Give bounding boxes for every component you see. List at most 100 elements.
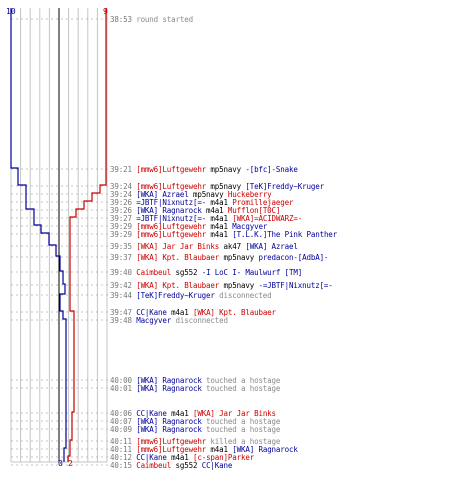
log-time: 39:44 [110,291,132,300]
log-player-name: predacon-[AdbA]- [258,253,329,262]
log-player-name: [mmw6]Luftgewehr [136,222,207,231]
log-player-name: -=JBTF|Nixnutz[=- [258,281,333,290]
log-time: 39:37 [110,253,132,262]
log-player-name: [WKA] Ragnarock [136,417,202,426]
log-player-name: Caimbeul [136,268,172,277]
log-player-name: CC|Kane [136,308,167,317]
log-time: 40:09 [110,425,132,434]
log-entry: 39:44 [TeK]Freddy~Kruger disconnected [110,291,272,300]
log-player-name: [WKA] Kpt. Blaubaer [192,308,276,317]
log-weapon: m4a1 [206,222,233,231]
log-weapon: m4a1 [206,230,233,239]
log-time: 39:26 [110,206,132,215]
log-time: 39:26 [110,198,132,207]
log-entry: 39:48 Macgyver disconnected [110,316,228,325]
log-time: 39:21 [110,165,132,174]
log-time: 40:01 [110,384,132,393]
log-entry: 39:26 [WKA] Ragnarock m4a1 Mufflon[T0C] [110,206,280,215]
log-entry: 39:29 [mmw6]Luftgewehr m4a1 Macgyver [110,222,267,231]
log-entry: 40:11 [mmw6]Luftgewehr killed a hostage [110,437,280,446]
log-entry: 40:06 CC|Kane m4a1 [WKA] Jar Jar Binks [110,409,276,418]
log-player-name: [WKA] Jar Jar Binks [192,409,276,418]
log-time: 39:48 [110,316,132,325]
log-player-name: -I LoC I- Maulwurf [TM] [201,268,303,277]
log-time: 39:24 [110,182,132,191]
log-time: 39:27 [110,214,132,223]
log-time: 40:15 [110,461,132,470]
log-player-name: [WKA] Azrael [245,242,298,251]
log-event: killed a hostage [206,437,281,446]
log-time: 40:11 [110,437,132,446]
log-event: touched a hostage [201,384,281,393]
log-entry: 39:24 [WKA] Azrael mp5navy Huckeberry [110,190,272,199]
log-entry: 40:07 [WKA] Ragnarock touched a hostage [110,417,280,426]
log-player-name: [mmw6]Luftgewehr [136,165,207,174]
log-time: 39:29 [110,222,132,231]
log-player-name: [WKA] Ragnarock [136,376,202,385]
log-player-name: Caimbeul [136,461,172,470]
log-entry: 39:35 [WKA] Jar Jar Binks ak47 [WKA] Azr… [110,242,298,251]
log-event: round started [136,15,193,24]
log-player-name: [WKA] Ragnarock [136,384,202,393]
log-player-name: [WKA] Ragnarock [232,445,298,454]
log-player-name: [mmw6]Luftgewehr [136,230,207,239]
log-time: 40:07 [110,417,132,426]
log-entry: 39:37 [WKA] Kpt. Blaubaer mp5navy predac… [110,253,328,262]
log-player-name: [mmw6]Luftgewehr [136,437,207,446]
blue-start-count: 10 [6,7,16,16]
log-player-name: Huckeberry [227,190,272,199]
log-player-name: [TeK]Freddy~Kruger [136,291,215,300]
log-time: 38:53 [110,15,132,24]
log-weapon: mp5navy [219,281,259,290]
log-weapon: m4a1 [206,445,233,454]
log-time: 39:29 [110,230,132,239]
log-player-name: =JBTF|Nixnutz[=- [136,214,207,223]
log-player-name: -[bfc]-Snake [245,165,298,174]
log-entry: 39:26 =JBTF|Nixnutz[=- m4a1 Promillejaeg… [110,198,294,207]
log-player-name: CC|Kane [136,409,167,418]
log-entry: 40:01 [WKA] Ragnarock touched a hostage [110,384,280,393]
log-entry: 39:42 [WKA] Kpt. Blaubaer mp5navy -=JBTF… [110,281,333,290]
log-time: 40:06 [110,409,132,418]
log-player-name: Macgyver [136,316,172,325]
log-weapon: m4a1 [206,214,233,223]
log-event: disconnected [171,316,229,325]
log-entry: 38:53 round started [110,15,193,24]
log-weapon: mp5navy [206,165,246,174]
log-player-name: [TeK]Freddy~Kruger [245,182,324,191]
log-player-name: [mmw6]Luftgewehr [136,182,207,191]
log-player-name: Mufflon[T0C] [227,206,281,215]
log-time: 40:12 [110,453,132,462]
log-player-name: [WKA] Kpt. Blaubaer [136,253,220,262]
log-entry: 39:27 =JBTF|Nixnutz[=- m4a1 [WKA]=ACIDWA… [110,214,302,223]
red-start-count: 9 [103,7,108,16]
blue-end-count: 0 [58,459,63,468]
log-player-name: CC|Kane [136,453,167,462]
log-player-name: [WKA] Jar Jar Binks [136,242,220,251]
log-entry: 40:00 [WKA] Ragnarock touched a hostage [110,376,280,385]
log-time: 40:00 [110,376,132,385]
log-weapon: mp5navy [188,190,228,199]
blue-team-alive-line [10,8,67,462]
log-time: 39:35 [110,242,132,251]
log-weapon: mp5navy [219,253,259,262]
red-team-alive-line [67,8,107,462]
log-weapon: m4a1 [166,453,193,462]
log-player-name: [WKA]=ACIDWARZ=- [232,214,303,223]
log-weapon: sg552 [171,461,202,470]
log-entry: 39:21 [mmw6]Luftgewehr mp5navy -[bfc]-Sn… [110,165,298,174]
log-entry: 40:11 [mmw6]Luftgewehr m4a1 [WKA] Ragnar… [110,445,298,454]
log-event: disconnected [214,291,272,300]
log-entry: 39:24 [mmw6]Luftgewehr mp5navy [TeK]Fred… [110,182,324,191]
log-player-name: Macgyver [232,222,268,231]
log-weapon: sg552 [171,268,202,277]
log-entry: 40:09 [WKA] Ragnarock touched a hostage [110,425,280,434]
log-player-name: [WKA] Ragnarock [136,206,202,215]
log-entry: 40:15 Caimbeul sg552 CC|Kane [110,461,232,470]
log-event: touched a hostage [201,376,281,385]
log-player-name: [WKA] Ragnarock [136,425,202,434]
log-player-name: [mmw6]Luftgewehr [136,445,207,454]
log-entry: 39:40 Caimbeul sg552 -I LoC I- Maulwurf … [110,268,302,277]
log-player-name: Promillejaeger [232,198,294,207]
